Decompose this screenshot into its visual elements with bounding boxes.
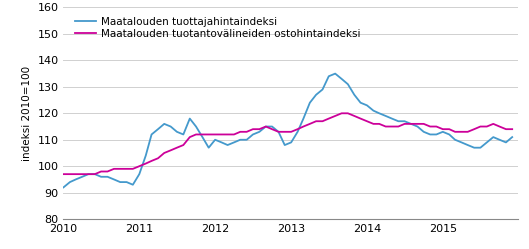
Y-axis label: indeksi 2010=100: indeksi 2010=100	[22, 66, 32, 161]
Line: Maatalouden tuottajahintaindeksi: Maatalouden tuottajahintaindeksi	[63, 74, 512, 187]
Legend: Maatalouden tuottajahintaindeksi, Maatalouden tuotantovälineiden ostohintaindeks: Maatalouden tuottajahintaindeksi, Maatal…	[73, 15, 363, 41]
Line: Maatalouden tuotantovälineiden ostohintaindeksi: Maatalouden tuotantovälineiden ostohinta…	[63, 113, 512, 174]
